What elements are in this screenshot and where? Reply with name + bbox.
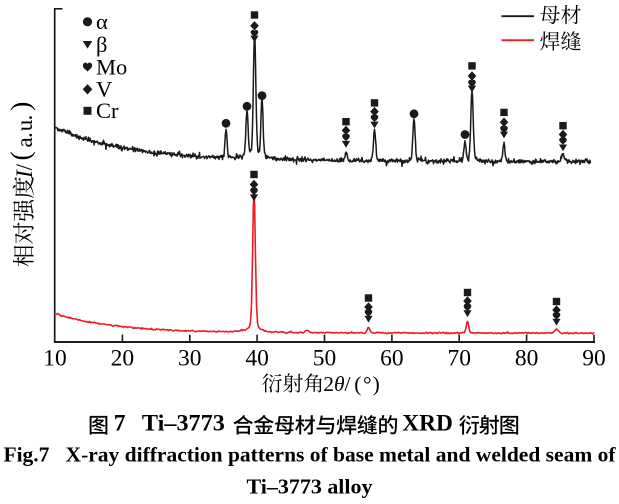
svg-text:2θ/: 2θ/: [323, 372, 350, 396]
svg-text:80: 80: [515, 346, 539, 372]
svg-text:40: 40: [245, 346, 269, 372]
svg-text:): ): [5, 102, 36, 111]
svg-text:60: 60: [380, 346, 404, 372]
svg-text:.: .: [12, 132, 37, 138]
svg-text:(°): (°): [354, 372, 379, 396]
svg-text:V: V: [96, 77, 112, 102]
svg-text:Ti–3773 alloy: Ti–3773 alloy: [247, 475, 373, 499]
svg-text:Fig.7 X-ray diffraction patt: Fig.7 X-ray diffraction patterns of base…: [3, 443, 616, 467]
svg-text:70: 70: [447, 346, 471, 372]
svg-text:Mo: Mo: [96, 55, 127, 80]
svg-text:20: 20: [111, 346, 135, 372]
svg-text:10: 10: [43, 346, 67, 372]
svg-text:7: 7: [114, 410, 126, 436]
svg-text:a: a: [12, 137, 37, 147]
svg-text:u: u: [12, 119, 37, 131]
svg-text:I/: I/: [12, 163, 37, 179]
svg-text:.: .: [12, 115, 37, 121]
svg-text:90: 90: [582, 346, 606, 372]
svg-text:30: 30: [178, 346, 202, 372]
svg-text:α: α: [96, 9, 108, 34]
svg-text:Cr: Cr: [96, 98, 119, 123]
svg-text:50: 50: [313, 346, 337, 372]
svg-text:(: (: [5, 151, 36, 160]
svg-text:β: β: [96, 32, 107, 57]
svg-text:Ti–3773: Ti–3773: [142, 410, 225, 436]
svg-text:XRD: XRD: [402, 410, 453, 436]
